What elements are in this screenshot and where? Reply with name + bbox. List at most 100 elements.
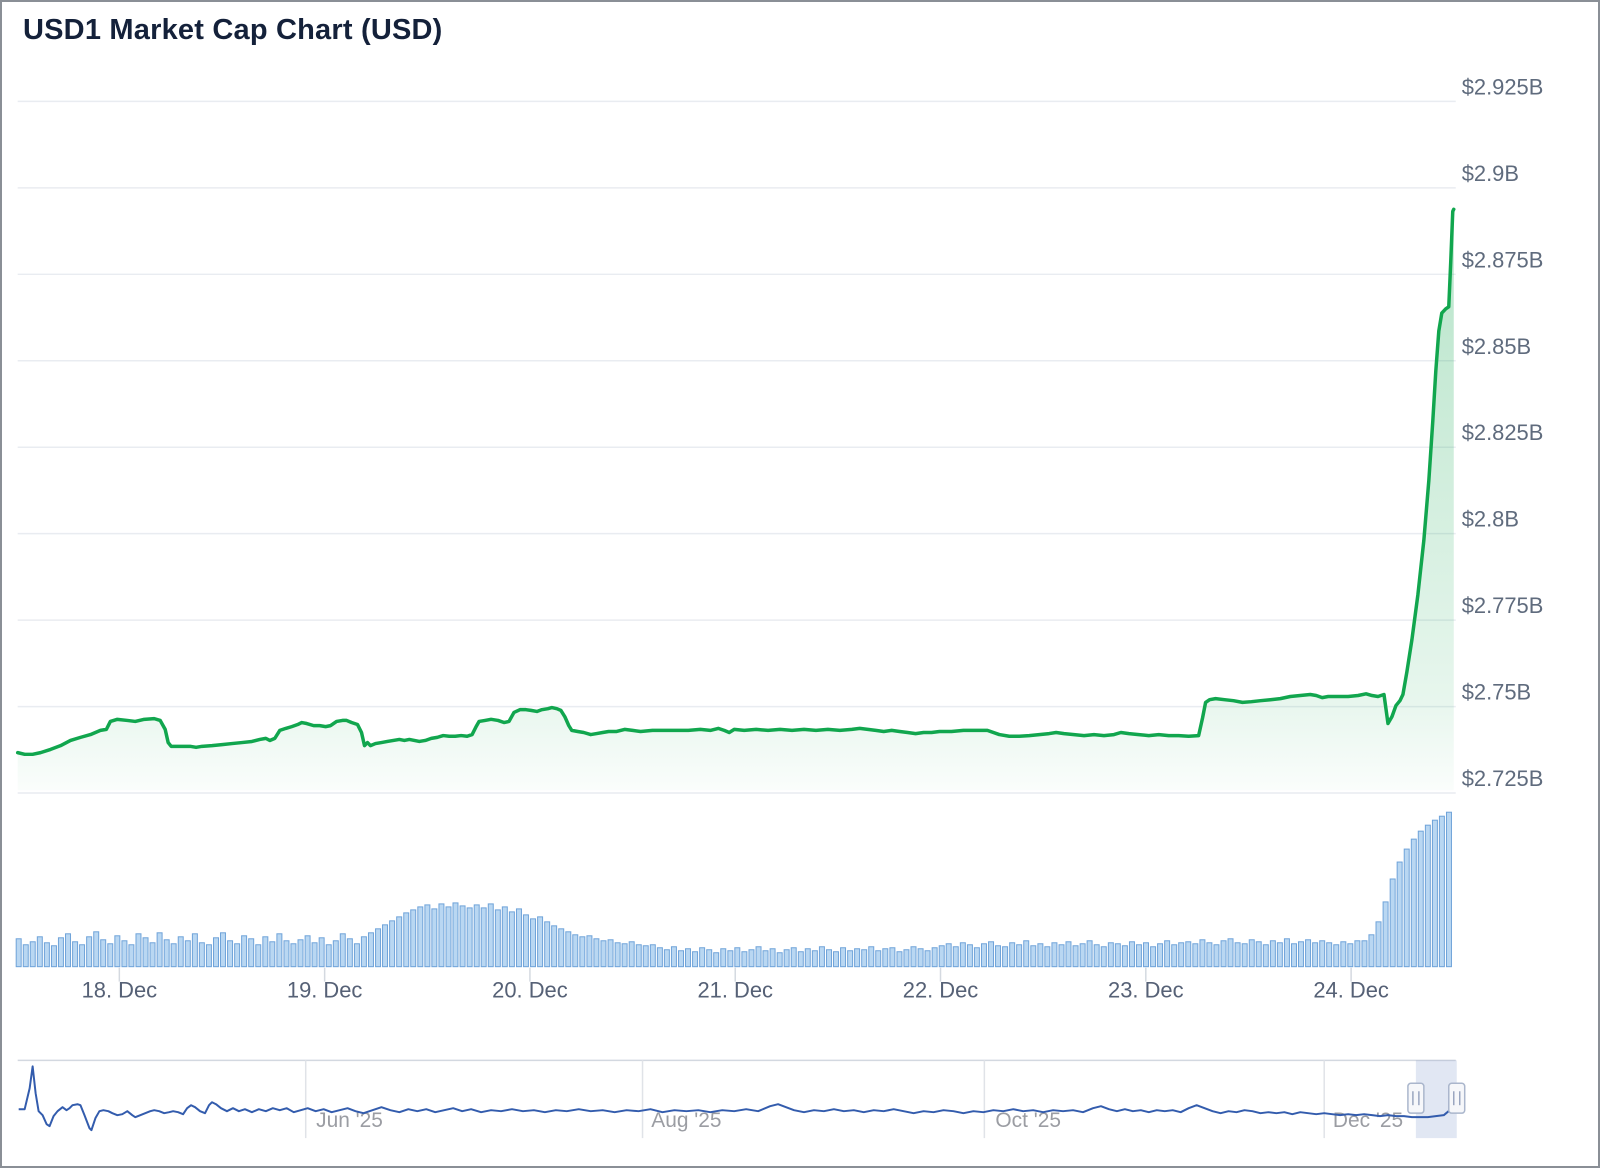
volume-bar: [952, 946, 959, 968]
volume-bar: [663, 949, 670, 968]
volume-bar: [847, 950, 854, 968]
volume-bar: [840, 947, 847, 968]
volume-bar: [861, 949, 868, 968]
volume-bar: [1086, 940, 1093, 968]
x-axis-label: 21. Dec: [697, 978, 773, 1003]
volume-bar: [551, 925, 558, 968]
volume-bar: [1389, 878, 1396, 968]
volume-bar: [1030, 945, 1037, 968]
volume-bar: [1361, 940, 1368, 968]
volume-bar: [1150, 946, 1157, 968]
volume-bar: [276, 933, 283, 968]
volume-bar: [811, 950, 818, 968]
volume-bar: [762, 950, 769, 968]
volume-bar: [459, 905, 466, 968]
volume-bar: [1128, 941, 1135, 968]
volume-bar: [1002, 946, 1009, 968]
volume-bar: [896, 951, 903, 968]
volume-bar: [1410, 838, 1417, 968]
volume-bar: [417, 906, 424, 968]
volume-bar: [191, 933, 198, 968]
volume-bar: [1178, 942, 1185, 968]
volume-bar: [649, 944, 656, 968]
volume-bar: [466, 907, 473, 968]
volume-bar: [727, 950, 734, 968]
volume-bar: [142, 937, 149, 968]
volume-bar: [255, 944, 262, 968]
volume-bar: [1241, 943, 1248, 968]
volume-bar: [163, 939, 170, 968]
volume-bar: [1114, 943, 1121, 968]
navigator-left-handle[interactable]: [1407, 1082, 1425, 1114]
volume-bar: [748, 949, 755, 968]
y-axis-label: $2.75B: [1462, 680, 1531, 705]
volume-bar: [283, 940, 290, 968]
volume-bar: [135, 933, 142, 968]
volume-bar: [635, 944, 642, 968]
y-axis-label: $2.85B: [1462, 334, 1531, 359]
volume-bar: [1326, 942, 1333, 968]
volume-bar: [219, 932, 226, 968]
y-axis-label: $2.875B: [1462, 247, 1544, 272]
volume-bar: [804, 948, 811, 968]
volume-bar: [304, 935, 311, 968]
volume-bar: [494, 909, 501, 968]
volume-bar: [501, 906, 508, 968]
volume-bar: [1368, 934, 1375, 968]
volume-bar: [924, 950, 931, 968]
volume-bar: [826, 949, 832, 968]
volume-bar: [832, 951, 839, 968]
volume-bar: [579, 936, 586, 968]
volume-bar: [36, 936, 43, 968]
volume-bar: [1438, 815, 1445, 968]
volume-bar: [600, 940, 607, 968]
volume-bar: [367, 932, 374, 968]
volume-bar: [1248, 939, 1255, 968]
y-axis-label: $2.9B: [1462, 161, 1519, 186]
volume-bar: [86, 936, 93, 968]
volume-bar: [128, 944, 135, 968]
volume-bar: [1227, 938, 1234, 968]
volume-bar: [966, 944, 973, 968]
volume-bar: [1143, 942, 1150, 968]
volume-bar: [360, 936, 367, 968]
volume-bar: [1291, 943, 1297, 968]
volume-bar: [382, 924, 389, 968]
volume-bar: [783, 949, 790, 968]
x-axis-label: 20. Dec: [492, 978, 568, 1003]
volume-bar: [1135, 944, 1142, 968]
navigator-series-line: [18, 1065, 1455, 1132]
volume-bar: [15, 938, 22, 968]
volume-bar: [1283, 938, 1290, 968]
volume-bar: [1262, 944, 1269, 968]
volume-bar: [1276, 942, 1283, 968]
volume-bar: [1255, 941, 1262, 968]
volume-bar: [593, 938, 600, 968]
volume-bar: [424, 904, 431, 968]
volume-bar: [290, 943, 297, 968]
volume-bar: [522, 914, 529, 968]
volume-bar: [692, 951, 699, 968]
volume-bar: [121, 940, 128, 968]
volume-bar: [1431, 819, 1438, 968]
navigator-month-label: Dec '25: [1333, 1109, 1403, 1132]
volume-bar: [642, 945, 649, 968]
volume-bar: [614, 942, 621, 968]
volume-bar: [1121, 945, 1128, 968]
navigator-right-handle[interactable]: [1448, 1082, 1466, 1114]
market-cap-line: [15, 207, 1456, 757]
volume-bar: [170, 943, 177, 968]
volume-bar: [508, 911, 515, 968]
volume-bar: [1305, 939, 1312, 968]
volume-bar: [628, 941, 635, 968]
volume-bar: [184, 940, 191, 968]
volume-bar: [107, 943, 114, 968]
volume-bar: [198, 942, 205, 968]
volume-bar: [1269, 940, 1276, 968]
volume-bar: [396, 916, 403, 968]
volume-bar: [1220, 940, 1227, 968]
volume-bar: [1403, 848, 1410, 968]
volume-bar: [1347, 943, 1354, 968]
